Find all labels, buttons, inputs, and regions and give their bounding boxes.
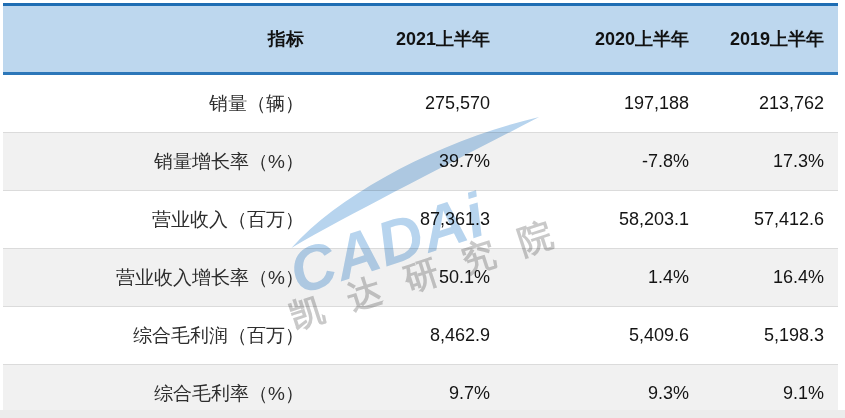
column-header-indicator: 指标	[3, 5, 339, 74]
row-value: 197,188	[498, 74, 697, 133]
row-value: 17.3%	[697, 133, 838, 191]
row-value: 5,198.3	[697, 307, 838, 365]
row-value: 16.4%	[697, 249, 838, 307]
row-value: 1.4%	[498, 249, 697, 307]
column-header-2021-h1: 2021上半年	[339, 5, 498, 74]
row-value: 57,412.6	[697, 191, 838, 249]
row-value: 50.1%	[339, 249, 498, 307]
table-row: 营业收入（百万）87,361.358,203.157,412.6	[3, 191, 838, 249]
column-header-2020-h1: 2020上半年	[498, 5, 697, 74]
table-body: 销量（辆）275,570197,188213,762销量增长率（%）39.7%-…	[3, 74, 838, 418]
table-row: 营业收入增长率（%）50.1%1.4%16.4%	[3, 249, 838, 307]
financial-table-screenshot: 指标 2021上半年 2020上半年 2019上半年 销量（辆）275,5701…	[0, 0, 845, 418]
row-value: 8,462.9	[339, 307, 498, 365]
row-value: 5,409.6	[498, 307, 697, 365]
header-row: 指标 2021上半年 2020上半年 2019上半年	[3, 5, 838, 74]
table-row: 销量增长率（%）39.7%-7.8%17.3%	[3, 133, 838, 191]
row-label: 综合毛利润（百万）	[3, 307, 339, 365]
row-label: 营业收入（百万）	[3, 191, 339, 249]
row-value: 275,570	[339, 74, 498, 133]
financial-metrics-table: 指标 2021上半年 2020上半年 2019上半年 销量（辆）275,5701…	[3, 3, 838, 418]
table-row: 销量（辆）275,570197,188213,762	[3, 74, 838, 133]
row-value: 39.7%	[339, 133, 498, 191]
bottom-edge-strip	[0, 410, 845, 418]
row-label: 销量增长率（%）	[3, 133, 339, 191]
column-header-2019-h1: 2019上半年	[697, 5, 838, 74]
row-label: 营业收入增长率（%）	[3, 249, 339, 307]
row-value: -7.8%	[498, 133, 697, 191]
table-header: 指标 2021上半年 2020上半年 2019上半年	[3, 5, 838, 74]
row-value: 213,762	[697, 74, 838, 133]
row-label: 销量（辆）	[3, 74, 339, 133]
table-row: 综合毛利润（百万）8,462.95,409.65,198.3	[3, 307, 838, 365]
row-value: 58,203.1	[498, 191, 697, 249]
row-value: 87,361.3	[339, 191, 498, 249]
